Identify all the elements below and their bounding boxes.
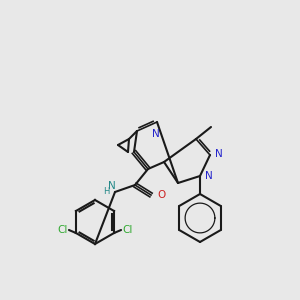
Text: N: N — [108, 181, 116, 191]
Text: O: O — [157, 190, 165, 200]
Text: N: N — [205, 171, 213, 181]
Text: Cl: Cl — [58, 225, 68, 235]
Text: N: N — [152, 129, 160, 139]
Text: H: H — [103, 187, 109, 196]
Text: N: N — [215, 149, 223, 159]
Text: Cl: Cl — [122, 225, 132, 235]
